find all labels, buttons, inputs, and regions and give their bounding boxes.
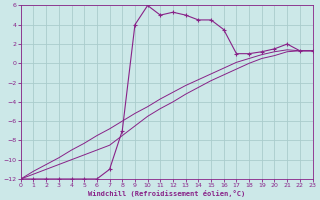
X-axis label: Windchill (Refroidissement éolien,°C): Windchill (Refroidissement éolien,°C) xyxy=(88,190,245,197)
